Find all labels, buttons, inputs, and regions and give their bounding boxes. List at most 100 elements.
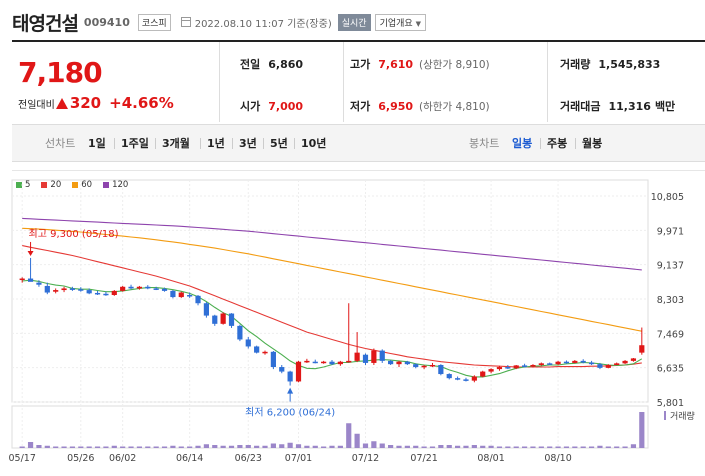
max-annotation: 최고 9,300 (05/18) [29,228,119,240]
volume-bar [555,446,561,448]
candle-body [153,288,159,290]
volume-bar [195,445,201,448]
change-value: 320 [69,94,102,112]
candle-daily[interactable]: 일봉 [512,137,533,150]
stat-divider [343,42,344,122]
volume-bar [388,445,394,448]
current-price: 7,180 [18,56,103,89]
candle-body [245,339,251,347]
stat-open: 시가 7,000 [240,98,303,114]
stat-low: 저가 6,950 (하한가 4,810) [350,98,490,114]
volume-label: 거래량 [670,410,695,422]
x-tick-label: 07/01 [285,453,312,464]
volume-bar [429,446,436,448]
volume-bar [630,444,637,448]
volume-bar [170,445,176,448]
volume-bar [438,445,444,448]
volume-bar [187,446,193,448]
legend-item: 120 [103,180,128,190]
change-row: 전일대비 320 +4.66% [18,94,174,112]
candle-body [555,361,561,365]
volume-bar [605,446,611,448]
candle-body [295,361,302,382]
candle-weekly[interactable]: 주봉 [547,137,568,150]
amount-unit: 백만 [654,100,676,113]
volume-bar [203,444,209,448]
candle-body [488,369,494,372]
stats-panel: 전일 6,860 고가 7,610 (상한가 8,910) 거래량 1,545,833 … [222,42,705,122]
stat-label: 거래량 [560,58,591,71]
volume-bar [446,445,452,448]
candle-body [547,363,553,365]
candle-body [362,354,369,363]
candle-body [27,278,34,282]
candle-body [455,378,461,380]
volume-bar [287,442,293,448]
stat-volume: 거래량 1,545,833 [560,56,660,72]
volume-bar [421,446,427,448]
volume-bar [413,445,419,448]
volume-bar [312,445,318,448]
volume-bar [580,446,586,448]
period-1w[interactable]: 1주일 [121,137,149,150]
stat-value: 6,860 [268,57,304,71]
period-3m[interactable]: 3개월 [162,137,190,150]
candle-monthly[interactable]: 월봉 [582,137,603,150]
volume-bar [220,445,226,448]
period-3y[interactable]: 3년 [239,137,257,150]
volume-bar [279,444,285,448]
volume-bar [228,445,235,448]
x-tick-label: 06/14 [176,453,203,464]
candle-chart-label: 봉차트 [469,137,500,150]
x-tick-label: 08/01 [477,453,504,464]
candle-body [195,295,201,304]
volume-bar [362,443,369,448]
volume-bar [496,446,503,448]
company-info-button[interactable]: 기업개요 ▼ [374,13,426,31]
candle-body [78,289,84,291]
stock-name: 태영건설 [12,12,79,35]
volume-bar [321,446,327,448]
volume-bar [505,446,511,448]
stat-value: 6,950 [378,99,414,113]
candle-body [304,360,310,363]
candle-body [86,290,92,294]
candle-body [287,371,293,382]
x-tick-label: 05/26 [67,453,94,464]
volume-bar [153,446,159,448]
chart-frame [11,179,649,403]
price-chart[interactable]: 10,805 9,971 9,137 8,303 7,469 6,635 5,801 05/1… [0,170,705,476]
candle-body [622,360,628,364]
candle-body [111,290,117,296]
y-tick-label: 10,805 [651,192,684,203]
volume-bar [254,445,260,448]
legend-swatch [72,182,79,188]
volume-label-marker [664,411,666,420]
period-10y[interactable]: 10년 [301,137,327,150]
volume-bar [588,446,595,448]
candle-body [480,371,486,377]
volume-bar [371,441,377,448]
volume-bar [622,446,628,448]
volume-bar [396,445,402,448]
candle-body [404,361,410,365]
period-5y[interactable]: 5년 [270,137,288,150]
y-tick-label: 9,137 [657,261,684,272]
candle-body [463,379,469,381]
change-label: 전일대비 [18,99,55,111]
stock-header: 태영건설 009410 코스피 2022.08.10 11:07 기준(장중) … [12,8,426,36]
stat-label: 고가 [350,58,371,71]
period-1d[interactable]: 1일 [88,137,106,150]
candle-body [187,295,193,297]
candle-body [53,290,59,292]
candle-body [538,363,544,365]
volume-bar [94,446,101,448]
volume-bar [563,446,570,448]
candle-body [563,361,570,364]
candle-body [312,361,318,364]
lower-limit: (하한가 4,810) [419,100,490,113]
volume-bar [61,446,67,448]
period-1y[interactable]: 1년 [207,137,225,150]
upper-limit: (상한가 8,910) [419,58,490,71]
candle-body [496,367,503,370]
